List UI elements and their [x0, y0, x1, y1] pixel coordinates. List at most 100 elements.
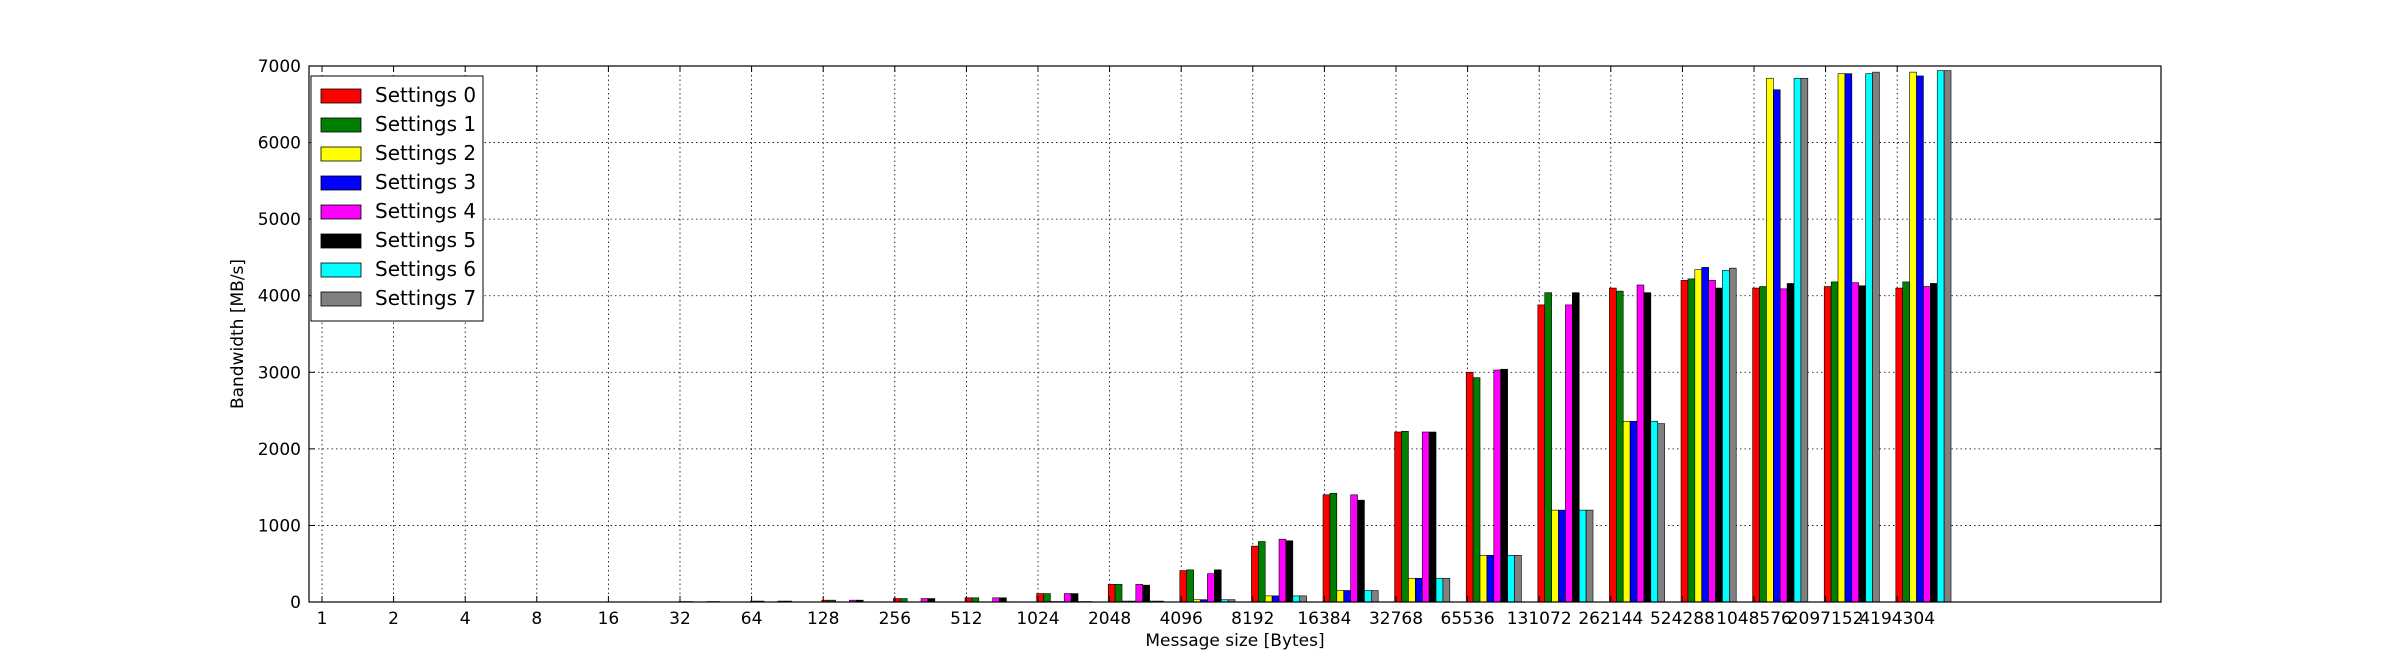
legend-label: Settings 7: [375, 286, 476, 310]
bar: [1493, 369, 1502, 603]
bar: [1572, 292, 1580, 603]
bar: [1930, 283, 1938, 603]
legend-swatch: [320, 175, 362, 191]
grid: [309, 66, 2161, 602]
bar: [1350, 494, 1358, 603]
bar: [1329, 492, 1338, 603]
bar: [1936, 70, 1945, 603]
bar: [1629, 420, 1638, 603]
legend-swatch: [320, 262, 362, 278]
x-tick-label: 4194304: [1859, 609, 1935, 629]
bar: [1643, 292, 1652, 603]
bar: [1773, 89, 1781, 603]
bar: [1486, 554, 1495, 603]
bar: [1271, 595, 1280, 603]
bar: [1479, 554, 1488, 603]
legend-swatch: [320, 146, 362, 162]
bar: [1616, 290, 1624, 603]
bar: [1299, 595, 1307, 603]
bar: [1823, 286, 1832, 603]
bar: [1680, 280, 1689, 603]
x-tick-label: 4: [460, 609, 471, 629]
bar: [1793, 77, 1802, 603]
bar: [1278, 538, 1287, 603]
bar: [1063, 593, 1072, 603]
bar: [999, 597, 1007, 603]
plot-frame: [308, 65, 2162, 603]
x-tick-label: 65536: [1441, 609, 1495, 629]
x-tick-label: 16: [598, 609, 620, 629]
bar: [1657, 423, 1665, 603]
bar: [1207, 573, 1215, 603]
bar: [1865, 73, 1873, 603]
x-tick-label: 262144: [1578, 609, 1643, 629]
x-tick-label: 64: [741, 609, 763, 629]
bar: [1186, 569, 1194, 603]
bar: [1343, 590, 1351, 603]
bar: [1694, 269, 1703, 603]
y-tick-label: 2000: [258, 440, 301, 460]
bar: [1800, 77, 1809, 603]
bar: [1786, 283, 1795, 603]
bar: [1214, 569, 1222, 603]
bar: [1408, 577, 1416, 603]
bar: [1114, 584, 1123, 603]
bar: [1394, 431, 1402, 603]
y-tick-label: 1000: [258, 516, 301, 536]
bar: [1472, 377, 1481, 603]
bar: [1729, 267, 1737, 603]
x-tick-label: 1: [317, 609, 328, 629]
bar: [1851, 282, 1860, 603]
bar: [1421, 431, 1430, 603]
axis-ticks: 0 1000 2000 3000 4000 5000 6000 7000 1 2 4 8 16 32 64 1…: [258, 57, 2161, 629]
bar: [1135, 584, 1144, 603]
bar: [1766, 77, 1774, 603]
legend-swatch: [320, 117, 362, 133]
x-tick-label: 16384: [1297, 609, 1351, 629]
bar: [1752, 287, 1760, 603]
y-tick-label: 4000: [258, 287, 301, 307]
y-tick-label: 0: [290, 593, 301, 613]
bar: [1435, 577, 1444, 603]
bar: [1142, 584, 1150, 603]
x-tick-label: 131072: [1507, 609, 1572, 629]
x-tick-label: 512: [950, 609, 982, 629]
bar: [1650, 420, 1659, 603]
bar: [1551, 509, 1559, 603]
bar: [1916, 75, 1924, 603]
y-tick-label: 7000: [258, 57, 301, 77]
bar: [1858, 285, 1866, 603]
x-tick-label: 4096: [1160, 609, 1203, 629]
legend-label: Settings 6: [375, 257, 476, 281]
y-axis-label: Bandwidth [MB/s]: [228, 259, 248, 409]
bar: [1565, 304, 1573, 603]
bar: [1500, 368, 1508, 603]
x-tick-label: 128: [807, 609, 839, 629]
bar: [1442, 577, 1451, 603]
bar: [1837, 73, 1846, 603]
bar: [1558, 509, 1566, 603]
bar: [1578, 509, 1587, 603]
x-tick-label: 32: [669, 609, 691, 629]
bar: [1357, 499, 1365, 603]
x-tick-label: 2048: [1088, 609, 1131, 629]
legend-swatch: [320, 233, 362, 249]
legend-swatch: [320, 88, 362, 104]
bar: [1715, 287, 1723, 603]
bar: [1401, 430, 1409, 603]
x-tick-label: 2: [388, 609, 399, 629]
bar: [1285, 540, 1294, 603]
bar: [1514, 554, 1522, 603]
bar: [1264, 595, 1273, 603]
x-tick-label: 32768: [1369, 609, 1423, 629]
x-tick-label: 8: [531, 609, 542, 629]
bar: [1428, 431, 1437, 603]
bar: [1465, 371, 1474, 603]
legend-label: Settings 4: [375, 199, 476, 223]
bar: [1701, 267, 1709, 603]
bar: [1251, 545, 1259, 603]
legend-label: Settings 3: [375, 170, 476, 194]
bar: [1708, 280, 1716, 603]
bar: [1258, 541, 1266, 603]
bar: [971, 597, 980, 603]
